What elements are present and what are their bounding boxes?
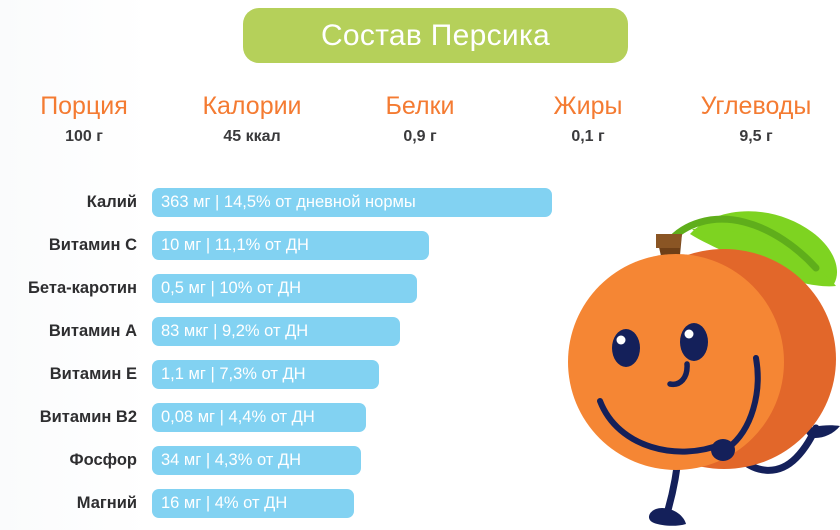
peach-smile xyxy=(597,398,725,455)
macro-column-porcia: Порция 100 г xyxy=(0,92,168,146)
nutrient-bar-label: 83 мкг | 9,2% от ДН xyxy=(161,322,309,341)
nutrient-name: Витамин B2 xyxy=(39,408,137,427)
nutrient-bar-label: 10 мг | 11,1% от ДН xyxy=(161,236,309,255)
nutrient-bar: 10 мг | 11,1% от ДН xyxy=(152,231,429,260)
nutrient-name: Витамин C xyxy=(48,236,137,255)
nutrient-name: Магний xyxy=(76,494,137,513)
peach-right-eye xyxy=(680,323,708,361)
nutrient-bar: 0,5 мг | 10% от ДН xyxy=(152,274,417,303)
title-badge: Состав Персика xyxy=(243,8,628,63)
nutrient-bar: 1,1 мг | 7,3% от ДН xyxy=(152,360,379,389)
nutrient-bar-label: 0,08 мг | 4,4% от ДН xyxy=(161,408,315,427)
peach-body-front xyxy=(568,254,784,470)
macro-label: Порция xyxy=(40,92,128,120)
macro-label: Жиры xyxy=(553,92,623,120)
macro-value: 0,1 г xyxy=(571,127,605,145)
macro-column-zhiry: Жиры 0,1 г xyxy=(504,92,672,146)
macro-column-kalorii: Калории 45 ккал xyxy=(168,92,336,146)
nutrient-bar-label: 363 мг | 14,5% от дневной нормы xyxy=(161,193,416,212)
macro-value: 9,5 г xyxy=(739,127,773,145)
nutrient-bar: 0,08 мг | 4,4% от ДН xyxy=(152,403,366,432)
nutrient-row: Витамин E 1,1 мг | 7,3% от ДН xyxy=(0,353,640,396)
nutrient-row: Магний 16 мг | 4% от ДН xyxy=(0,482,640,525)
nutrient-row: Фосфор 34 мг | 4,3% от ДН xyxy=(0,439,640,482)
nutrient-name: Витамин A xyxy=(48,322,137,341)
macro-label: Калории xyxy=(202,92,302,120)
macro-label: Белки xyxy=(385,92,455,120)
nutrient-bar-label: 1,1 мг | 7,3% от ДН xyxy=(161,365,306,384)
nutrient-row: Витамин B2 0,08 мг | 4,4% от ДН xyxy=(0,396,640,439)
macro-value: 0,9 г xyxy=(403,127,437,145)
macro-column-belki: Белки 0,9 г xyxy=(336,92,504,146)
nutrient-bar: 16 мг | 4% от ДН xyxy=(152,489,354,518)
nutrient-name: Калий xyxy=(86,193,137,212)
macro-column-uglevody: Углеводы 9,5 г xyxy=(672,92,840,146)
nutrient-bar: 363 мг | 14,5% от дневной нормы xyxy=(152,188,552,217)
nutrient-row: Витамин A 83 мкг | 9,2% от ДН xyxy=(0,310,640,353)
nutrient-bar: 34 мг | 4,3% от ДН xyxy=(152,446,361,475)
nutrient-name: Бета-каротин xyxy=(28,279,137,298)
nutrient-bar: 83 мкг | 9,2% от ДН xyxy=(152,317,400,346)
peach-nose xyxy=(667,361,690,388)
nutrient-row: Калий 363 мг | 14,5% от дневной нормы xyxy=(0,181,640,224)
macro-value: 45 ккал xyxy=(223,127,281,145)
nutrient-name: Витамин E xyxy=(49,365,137,384)
peach-mascot xyxy=(566,186,840,530)
nutrient-bar-label: 16 мг | 4% от ДН xyxy=(161,494,288,513)
peach-right-leg xyxy=(732,424,840,474)
nutrient-bar-chart: Калий 363 мг | 14,5% от дневной нормы Ви… xyxy=(0,181,640,525)
nutrient-bar-label: 0,5 мг | 10% от ДН xyxy=(161,279,301,298)
macro-summary-row: Порция 100 г Калории 45 ккал Белки 0,9 г… xyxy=(0,92,840,146)
nutrient-bar-label: 34 мг | 4,3% от ДН xyxy=(161,451,301,470)
page-title: Состав Персика xyxy=(320,18,551,52)
nutrient-row: Витамин C 10 мг | 11,1% от ДН xyxy=(0,224,640,267)
peach-left-eye xyxy=(612,329,640,367)
macro-label: Углеводы xyxy=(700,92,812,120)
macro-value: 100 г xyxy=(65,127,103,145)
nutrient-row: Бета-каротин 0,5 мг | 10% от ДН xyxy=(0,267,640,310)
nutrient-name: Фосфор xyxy=(69,451,138,470)
